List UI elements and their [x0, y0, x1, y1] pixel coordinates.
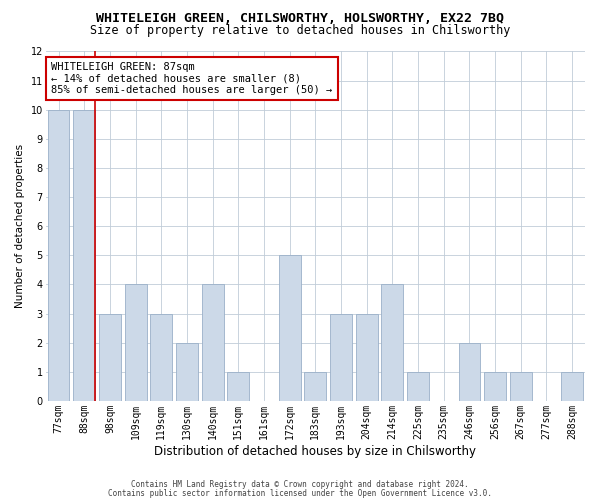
Bar: [47, 110, 70, 401]
Text: Contains public sector information licensed under the Open Government Licence v3: Contains public sector information licen…: [108, 489, 492, 498]
Bar: [176, 342, 198, 401]
Text: Contains HM Land Registry data © Crown copyright and database right 2024.: Contains HM Land Registry data © Crown c…: [131, 480, 469, 489]
X-axis label: Distribution of detached houses by size in Chilsworthy: Distribution of detached houses by size …: [154, 444, 476, 458]
Text: WHITELEIGH GREEN: 87sqm
← 14% of detached houses are smaller (8)
85% of semi-det: WHITELEIGH GREEN: 87sqm ← 14% of detache…: [51, 62, 332, 95]
Bar: [330, 314, 352, 401]
Bar: [510, 372, 532, 401]
Bar: [99, 314, 121, 401]
Bar: [151, 314, 172, 401]
Bar: [304, 372, 326, 401]
Bar: [73, 110, 95, 401]
Text: WHITELEIGH GREEN, CHILSWORTHY, HOLSWORTHY, EX22 7BQ: WHITELEIGH GREEN, CHILSWORTHY, HOLSWORTH…: [96, 12, 504, 26]
Y-axis label: Number of detached properties: Number of detached properties: [15, 144, 25, 308]
Bar: [202, 284, 224, 401]
Bar: [458, 342, 481, 401]
Bar: [407, 372, 429, 401]
Text: Size of property relative to detached houses in Chilsworthy: Size of property relative to detached ho…: [90, 24, 510, 37]
Bar: [484, 372, 506, 401]
Bar: [279, 256, 301, 401]
Bar: [227, 372, 249, 401]
Bar: [561, 372, 583, 401]
Bar: [382, 284, 403, 401]
Bar: [125, 284, 146, 401]
Bar: [356, 314, 377, 401]
